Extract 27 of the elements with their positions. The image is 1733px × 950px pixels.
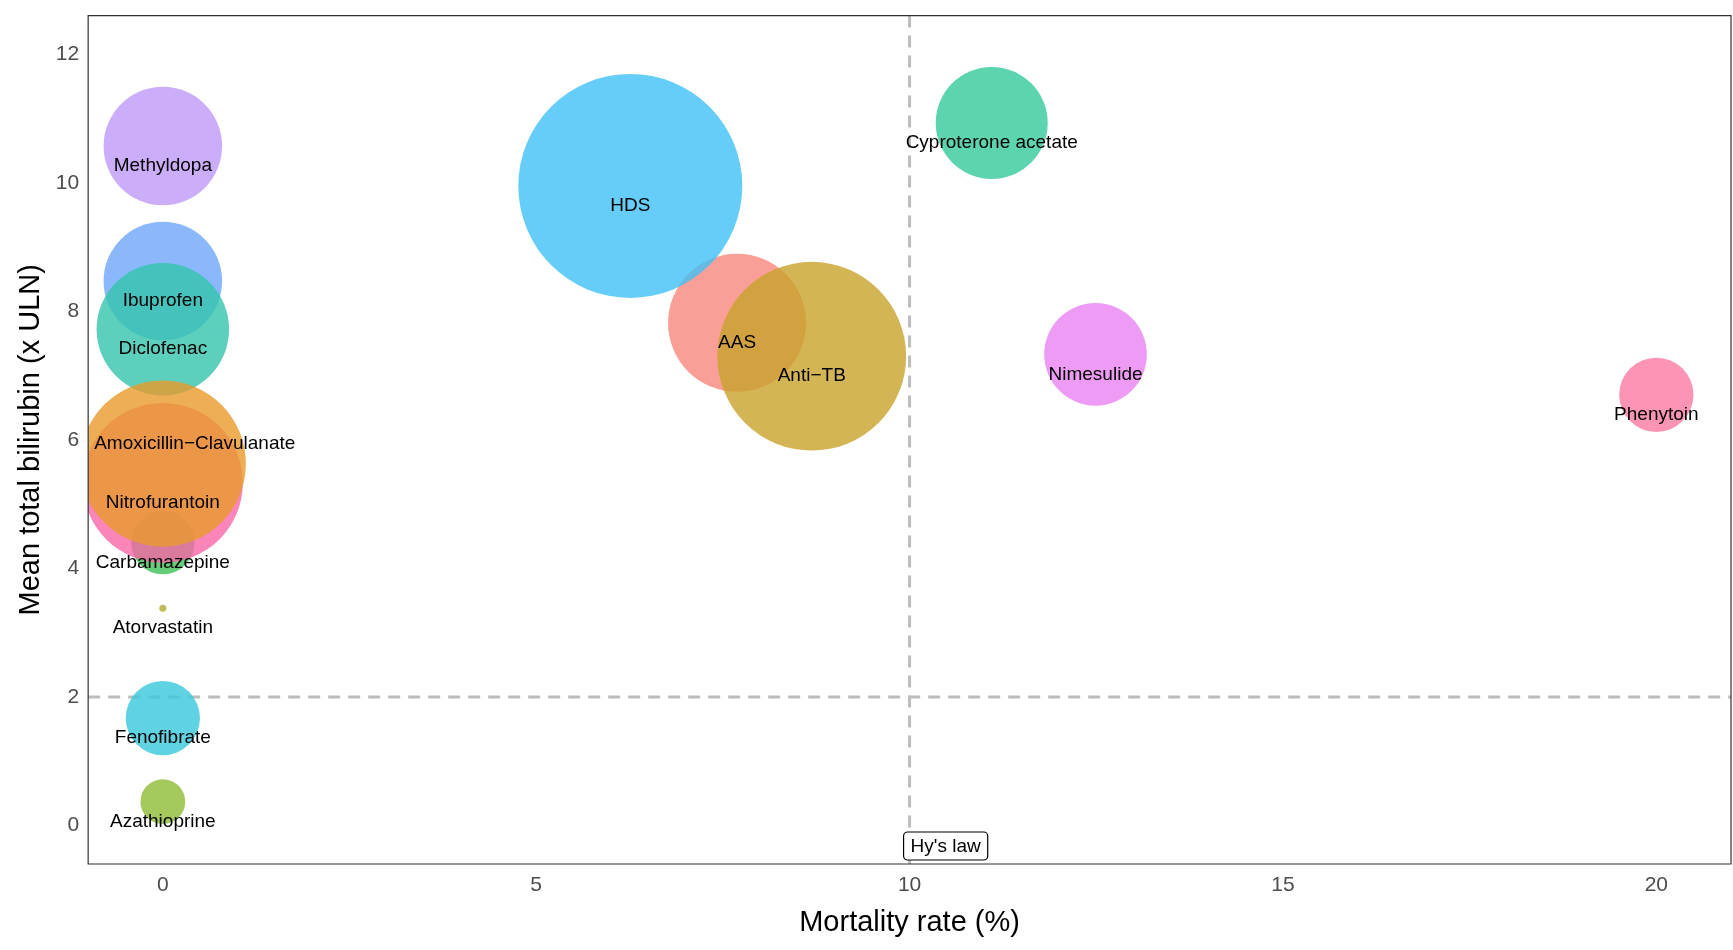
y-tick-label: 8 <box>67 298 80 322</box>
x-tick-label: 5 <box>530 872 543 896</box>
y-tick-label: 10 <box>55 169 80 193</box>
x-tick-label: 0 <box>156 872 169 896</box>
y-tick-label: 6 <box>67 426 80 450</box>
y-tick-label: 0 <box>67 812 80 836</box>
y-tick-label: 12 <box>55 40 80 64</box>
y-tick-label: 2 <box>67 683 80 707</box>
series-label: Anti−TB <box>777 364 846 386</box>
x-tick-label: 15 <box>1271 872 1295 896</box>
series-label: Methyldopa <box>113 154 213 176</box>
series-label: Azathioprine <box>110 809 216 831</box>
series-label: Carbamazepine <box>95 550 230 572</box>
x-tick-label: 20 <box>1644 872 1669 896</box>
series-label: Phenytoin <box>1614 403 1699 425</box>
series-label: Ibuprofen <box>122 289 203 311</box>
x-axis-title: Mortality rate (%) <box>799 904 1020 937</box>
series-label: HDS <box>610 194 651 216</box>
series-label: Diclofenac <box>118 337 208 359</box>
series-label: AAS <box>718 331 757 353</box>
x-tick-label: 10 <box>897 872 922 896</box>
series-label: Nimesulide <box>1048 362 1143 384</box>
series-label: Atorvastatin <box>112 616 213 638</box>
y-axis-title: Mean total bilirubin (x ULN) <box>13 264 46 616</box>
series-label: Nitrofurantoin <box>105 491 220 513</box>
y-tick-label: 4 <box>67 555 80 579</box>
ref-line-label: Hy's law <box>910 835 981 857</box>
